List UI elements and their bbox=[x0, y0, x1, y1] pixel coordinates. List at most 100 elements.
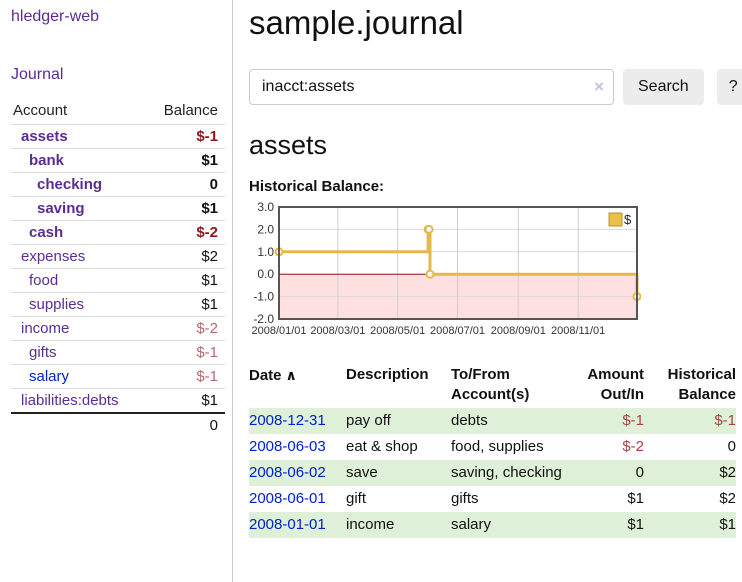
transaction-accounts: gifts bbox=[451, 490, 479, 507]
transaction-accounts: saving, checking bbox=[451, 464, 562, 481]
search-button[interactable]: Search bbox=[623, 69, 704, 105]
transaction-date-link[interactable]: 2008-06-01 bbox=[249, 490, 326, 507]
svg-text:1.0: 1.0 bbox=[257, 245, 274, 259]
transaction-accounts: salary bbox=[451, 516, 492, 533]
transaction-date-link[interactable]: 2008-06-02 bbox=[249, 464, 326, 481]
account-balance: $1 bbox=[145, 268, 225, 293]
balance-column-header: Balance bbox=[163, 102, 218, 119]
amount-column-header: Amount Out/In bbox=[587, 366, 644, 403]
account-link-supplies[interactable]: supplies bbox=[29, 296, 85, 313]
transaction-description: income bbox=[346, 516, 395, 533]
transaction-balance: $2 bbox=[719, 490, 736, 507]
transaction-description: pay off bbox=[346, 412, 391, 429]
page-title: sample.journal bbox=[249, 4, 464, 41]
date-column-header[interactable]: Date ∧ bbox=[249, 367, 297, 384]
account-row: expenses $2 bbox=[11, 244, 225, 269]
account-row: checking 0 bbox=[11, 172, 225, 197]
svg-text:2.0: 2.0 bbox=[257, 222, 274, 236]
account-balance: $-1 bbox=[145, 364, 225, 389]
svg-text:2008/03/01: 2008/03/01 bbox=[310, 325, 365, 337]
svg-text:2008/11/01: 2008/11/01 bbox=[551, 325, 605, 337]
account-balance: $-2 bbox=[145, 220, 225, 245]
account-balance: $2 bbox=[145, 244, 225, 269]
search-form: × Search ? bbox=[249, 69, 742, 105]
transaction-accounts: debts bbox=[451, 412, 488, 429]
transaction-description: gift bbox=[346, 490, 367, 507]
transaction-date-link[interactable]: 2008-01-01 bbox=[249, 516, 326, 533]
account-link-salary[interactable]: salary bbox=[29, 368, 70, 385]
account-link-cash[interactable]: cash bbox=[29, 224, 64, 241]
account-link-saving[interactable]: saving bbox=[37, 200, 85, 217]
account-row: cash $-2 bbox=[11, 220, 225, 245]
svg-text:2008/05/01: 2008/05/01 bbox=[370, 325, 425, 337]
account-row: supplies $1 bbox=[11, 292, 225, 317]
transaction-date-link[interactable]: 2008-12-31 bbox=[249, 412, 326, 429]
accounts-column-header: Account bbox=[13, 102, 68, 119]
register-row: 2008-01-01 income salary $1 $1 bbox=[249, 512, 736, 538]
account-link-assets[interactable]: assets bbox=[21, 128, 68, 145]
account-row: food $1 bbox=[11, 268, 225, 293]
accounts-total-balance: 0 bbox=[145, 412, 225, 437]
svg-text:-2.0: -2.0 bbox=[253, 312, 274, 326]
account-row: saving $1 bbox=[11, 196, 225, 221]
account-row: income $-2 bbox=[11, 316, 225, 341]
account-link-income[interactable]: income bbox=[21, 320, 70, 337]
search-input[interactable] bbox=[249, 69, 614, 105]
register-row: 2008-06-03 eat & shop food, supplies $-2… bbox=[249, 434, 736, 460]
accounts-table: Account Balance assets $-1 bank $1 check… bbox=[11, 99, 225, 437]
transaction-amount: $-2 bbox=[622, 438, 644, 455]
account-link-gifts[interactable]: gifts bbox=[29, 344, 57, 361]
register-table: Date ∧ Description To/From Account(s) Amo… bbox=[249, 362, 736, 538]
account-balance: $-2 bbox=[145, 316, 225, 341]
transaction-amount: $1 bbox=[627, 490, 644, 507]
svg-text:2008/09/01: 2008/09/01 bbox=[491, 325, 546, 337]
account-link-food[interactable]: food bbox=[29, 272, 59, 289]
transaction-amount: $-1 bbox=[622, 412, 644, 429]
transaction-balance: $1 bbox=[719, 516, 736, 533]
account-row: assets $-1 bbox=[11, 124, 225, 149]
account-link-bank[interactable]: bank bbox=[29, 152, 65, 169]
account-heading: assets bbox=[249, 130, 328, 160]
svg-text:$: $ bbox=[624, 212, 632, 227]
account-row: bank $1 bbox=[11, 148, 225, 173]
transaction-balance: 0 bbox=[727, 438, 736, 455]
register-header-row: Date ∧ Description To/From Account(s) Amo… bbox=[249, 362, 736, 408]
help-button[interactable]: ? bbox=[716, 69, 742, 105]
transaction-amount: 0 bbox=[635, 464, 644, 481]
transaction-date-link[interactable]: 2008-06-03 bbox=[249, 438, 326, 455]
account-link-expenses[interactable]: expenses bbox=[21, 248, 86, 265]
svg-text:0.0: 0.0 bbox=[257, 267, 274, 281]
sidebar-item-journal[interactable]: Journal bbox=[11, 66, 64, 83]
main-content: sample.journal × Search ? assets Histori… bbox=[233, 0, 742, 582]
transaction-balance: $-1 bbox=[714, 412, 736, 429]
accounts-total-row: 0 bbox=[11, 412, 225, 437]
account-row: salary $-1 bbox=[11, 364, 225, 389]
account-balance: $1 bbox=[145, 388, 225, 413]
account-row: liabilities:debts $1 bbox=[11, 388, 225, 413]
account-balance: $1 bbox=[145, 148, 225, 173]
register-row: 2008-06-02 save saving, checking 0 $2 bbox=[249, 460, 736, 486]
register-row: 2008-12-31 pay off debts $-1 $-1 bbox=[249, 408, 736, 434]
account-link-liabilities-debts[interactable]: liabilities:debts bbox=[21, 392, 119, 409]
sort-ascending-icon: ∧ bbox=[285, 367, 297, 383]
transaction-amount: $1 bbox=[627, 516, 644, 533]
register-row: 2008-06-01 gift gifts $1 $2 bbox=[249, 486, 736, 512]
account-balance: $1 bbox=[145, 292, 225, 317]
svg-text:2008/01/01: 2008/01/01 bbox=[251, 325, 306, 337]
account-row: gifts $-1 bbox=[11, 340, 225, 365]
account-balance: $-1 bbox=[145, 124, 225, 149]
account-link-checking[interactable]: checking bbox=[37, 176, 103, 193]
transaction-description: save bbox=[346, 464, 378, 481]
clear-search-icon[interactable]: × bbox=[594, 77, 604, 96]
transaction-accounts: food, supplies bbox=[451, 438, 544, 455]
balance-column-header: Historical Balance bbox=[667, 366, 736, 403]
svg-text:-1.0: -1.0 bbox=[253, 290, 274, 304]
sidebar: hledger-web Journal Account Balance asse… bbox=[0, 0, 233, 582]
account-balance: $-1 bbox=[145, 340, 225, 365]
transaction-balance: $2 bbox=[719, 464, 736, 481]
svg-text:2008/07/01: 2008/07/01 bbox=[430, 325, 485, 337]
app-title-link[interactable]: hledger-web bbox=[11, 8, 100, 25]
accounts-column-header: To/From Account(s) bbox=[451, 366, 530, 403]
description-column-header: Description bbox=[346, 366, 429, 383]
